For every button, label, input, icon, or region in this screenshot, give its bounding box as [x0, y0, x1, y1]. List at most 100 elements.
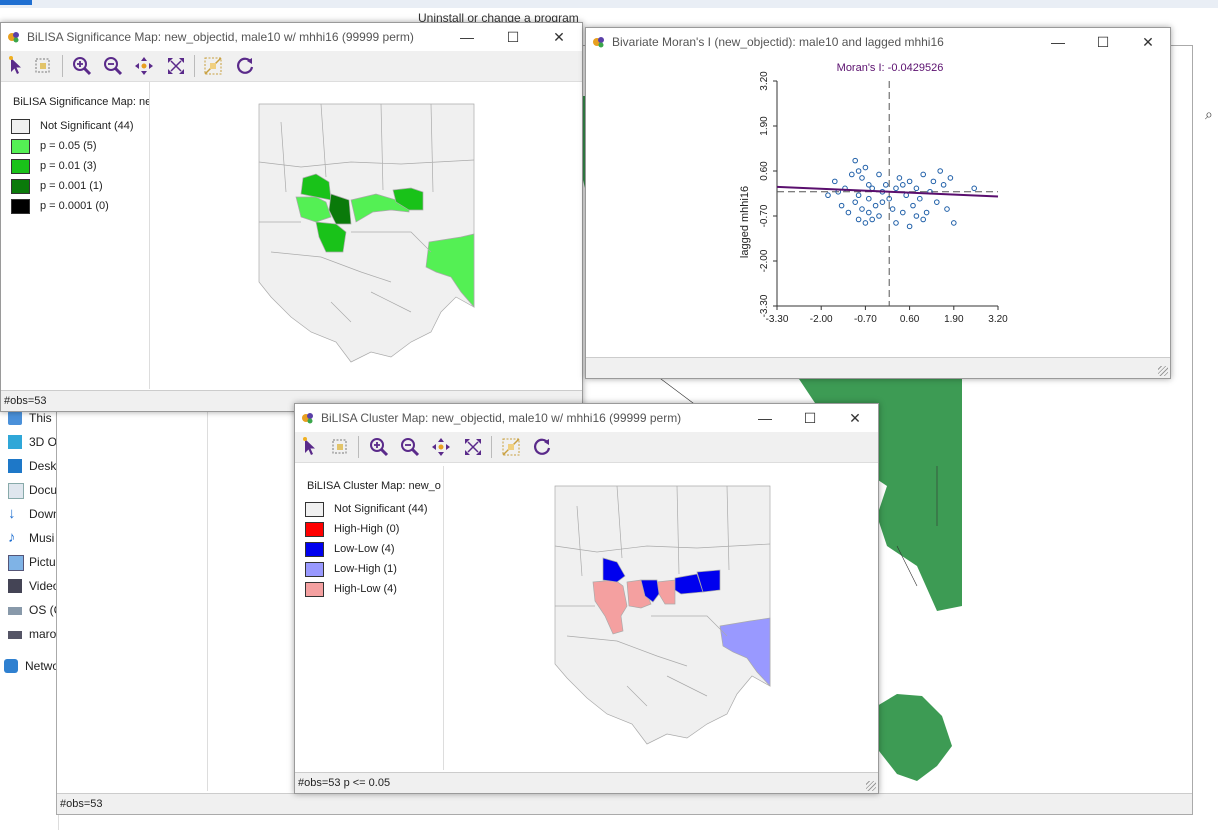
legend-swatch	[11, 159, 30, 174]
zoom-out-icon[interactable]	[398, 435, 422, 459]
scatter-point	[862, 164, 869, 171]
scatter-point	[883, 182, 889, 188]
legend-swatch	[305, 522, 324, 537]
scatter-point	[825, 192, 831, 199]
scatter-point	[913, 213, 920, 219]
minimize-button[interactable]: —	[758, 410, 772, 426]
map-options-icon[interactable]	[499, 435, 523, 459]
scatter-point	[893, 220, 899, 226]
maximize-button[interactable]: ☐	[803, 410, 817, 426]
legend-swatch	[11, 139, 30, 154]
close-button[interactable]: ✕	[553, 29, 565, 45]
map-region-base	[258, 103, 475, 363]
cluster-map-canvas[interactable]	[445, 466, 877, 770]
background-search-glyph[interactable]: ⌕	[1205, 106, 1213, 122]
geoda-app-icon	[8, 32, 19, 43]
scatter-point	[920, 171, 927, 178]
map-options-icon[interactable]	[201, 54, 225, 78]
significance-map-window[interactable]: BiLISA Significance Map: new_objectid, m…	[0, 22, 583, 412]
cube-icon	[8, 435, 22, 449]
refresh-icon[interactable]	[530, 435, 554, 459]
map-region-low-low	[696, 569, 721, 593]
computer-icon	[8, 411, 22, 425]
zoom-out-icon[interactable]	[101, 54, 125, 78]
scatter-point	[845, 209, 852, 216]
refresh-icon[interactable]	[233, 54, 257, 78]
background-green-map-south	[877, 694, 952, 781]
y-tick-label: 3.20	[759, 71, 770, 91]
moran-scatter-plot[interactable]: Moran's I: -0.0429526 male10 lagged mhhi…	[586, 56, 1170, 376]
select-icon[interactable]	[298, 435, 322, 459]
y-tick-label: -3.30	[759, 294, 770, 317]
scatter-point	[947, 175, 954, 181]
video-icon	[8, 579, 22, 593]
regression-line	[776, 185, 999, 198]
scatter-point	[920, 216, 927, 223]
scatter-point	[906, 223, 913, 230]
map-region-p05	[425, 233, 475, 308]
scatter-point	[937, 168, 944, 174]
moran-title-bar[interactable]: Bivariate Moran's I (new_objectid): male…	[586, 28, 1170, 56]
scatter-point	[913, 185, 920, 192]
scatter-point	[900, 209, 906, 216]
scatter-point	[862, 220, 869, 226]
select-by-shape-icon[interactable]	[31, 54, 55, 78]
moran-scatter-window[interactable]: Bivariate Moran's I (new_objectid): male…	[585, 27, 1171, 379]
pan-icon[interactable]	[429, 435, 453, 459]
map-region-base	[554, 485, 771, 745]
cluster-status-bar: #obs=53 p <= 0.05	[295, 772, 878, 793]
scatter-point	[869, 216, 876, 223]
close-button[interactable]: ✕	[849, 410, 861, 426]
resize-grip[interactable]	[1158, 366, 1168, 376]
scatter-point	[930, 178, 937, 185]
network-drive-icon	[8, 631, 22, 639]
blue-accent	[0, 0, 32, 5]
scatter-point	[866, 209, 872, 216]
legend-swatch	[305, 502, 324, 517]
y-axis-label: lagged mhhi16	[739, 186, 751, 258]
music-icon: ♪	[8, 529, 16, 546]
scatter-point	[910, 202, 916, 209]
scatter-point	[906, 178, 913, 185]
maximize-button[interactable]: ☐	[506, 29, 520, 45]
scatter-point	[838, 202, 845, 209]
legend-swatch	[11, 179, 30, 194]
significance-title-bar[interactable]: BiLISA Significance Map: new_objectid, m…	[1, 23, 582, 51]
minimize-button[interactable]: —	[460, 29, 474, 45]
explorer-nav-pane	[0, 405, 59, 830]
select-icon[interactable]	[4, 54, 28, 78]
close-button[interactable]: ✕	[1142, 34, 1154, 50]
scatter-point	[859, 175, 865, 181]
map-region-p001	[328, 193, 352, 225]
download-icon: ↓	[8, 505, 16, 522]
significance-toolbar	[1, 51, 582, 82]
cluster-toolbar	[295, 432, 878, 463]
zoom-in-icon[interactable]	[70, 54, 94, 78]
y-tick-label: -2.00	[759, 249, 770, 272]
resize-grip[interactable]	[866, 781, 876, 791]
significance-map-canvas[interactable]	[151, 82, 581, 389]
scatter-point	[869, 185, 876, 192]
pan-icon[interactable]	[132, 54, 156, 78]
full-extent-icon[interactable]	[461, 435, 485, 459]
scatter-point	[855, 216, 862, 223]
cluster-title-bar[interactable]: BiLISA Cluster Map: new_objectid, male10…	[295, 404, 878, 432]
scatter-point	[855, 168, 862, 174]
maximize-button[interactable]: ☐	[1096, 34, 1110, 50]
legend-swatch	[11, 119, 30, 134]
select-by-shape-icon[interactable]	[328, 435, 352, 459]
significance-legend: BiLISA Significance Map: ne Not Signific…	[1, 82, 150, 389]
toolbar-separator	[194, 55, 195, 77]
legend-title: BiLISA Cluster Map: new_o	[307, 480, 441, 492]
scatter-point	[917, 195, 923, 202]
zoom-in-icon[interactable]	[367, 435, 391, 459]
toolbar-separator	[358, 436, 359, 458]
map-region-low-high	[719, 617, 771, 687]
full-extent-icon[interactable]	[164, 54, 188, 78]
x-tick-label: 0.60	[900, 314, 920, 325]
cluster-map-window[interactable]: BiLISA Cluster Map: new_objectid, male10…	[294, 403, 879, 794]
scatter-point	[879, 199, 886, 205]
drive-icon	[8, 607, 22, 615]
map-region-low-low	[640, 579, 660, 603]
minimize-button[interactable]: —	[1051, 34, 1065, 50]
